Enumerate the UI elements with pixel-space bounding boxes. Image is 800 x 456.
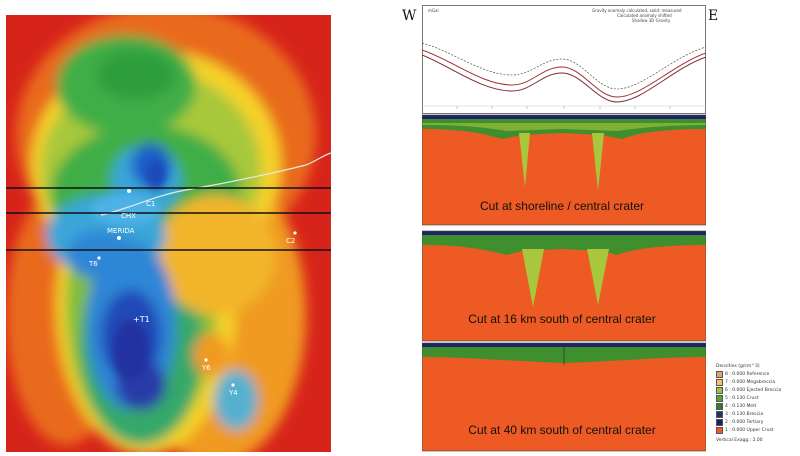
map-label-y6: Y6 (202, 364, 211, 372)
legend-entry: 4 : 0.130 Melt (716, 402, 756, 410)
gravity-anomaly-map: C1 CHX MERIDA T6 +T1 Y6 Y4 C2 (6, 5, 332, 456)
legend-swatch (716, 418, 723, 426)
east-label: E (708, 8, 719, 24)
map-label-chicxulub: CHX (121, 212, 136, 220)
legend-entry: 7 : 0.000 Megabreccia (716, 378, 775, 386)
y6-marker (204, 358, 208, 362)
cut-caption-3: Cut at 40 km south of central crater (468, 423, 656, 437)
profile-svg (421, 5, 707, 452)
legend-swatch (716, 426, 723, 434)
legend-swatch (716, 410, 723, 418)
legend-title: Densities (g/cm^3) (716, 364, 760, 369)
map-image (6, 5, 332, 456)
gravity-legend-3: Shallow 3D Gravity (632, 18, 671, 23)
legend-swatch (716, 370, 723, 378)
legend-entry: 8 : 0.000 Reference (716, 370, 769, 378)
legend-entry: 1 : 0.000 Upper Crust (716, 426, 774, 434)
legend-entry: 3 : 0.130 Breccia (716, 410, 763, 418)
crater-center-marker (127, 189, 131, 193)
map-label-c1: C1 (146, 200, 156, 208)
cut-caption-1: Cut at shoreline / central crater (479, 199, 645, 213)
gravity-legend-2: Calculated anomaly shifted (617, 13, 672, 18)
density-legend: Densities (g/cm^3) 8 : 0.000 Reference 7… (716, 364, 800, 452)
map-label-c2: C2 (286, 237, 296, 245)
gravity-panel (422, 5, 706, 114)
merida-marker (117, 236, 121, 240)
map-label-merida: MERIDA (107, 227, 135, 235)
profile-figure: mGal Gravity anomaly calculated, solid: … (421, 5, 707, 452)
east-marker (293, 231, 297, 235)
cross-section-1 (421, 114, 707, 226)
legend-entry: 5 : 0.130 Crust (716, 394, 759, 402)
legend-swatch (716, 402, 723, 410)
t6-marker (97, 256, 101, 260)
west-label: W (402, 8, 417, 24)
legend-footer: Vertical Exagg.: 2.00 (716, 438, 763, 443)
cut-caption-2: Cut at 16 km south of central crater (468, 312, 656, 326)
map-label-t1: +T1 (133, 315, 150, 324)
y4-marker (231, 383, 235, 387)
gravity-curve-measured (421, 49, 707, 98)
gravity-legend-1: Gravity anomaly calculated, solid: measu… (592, 8, 682, 13)
legend-swatch (716, 386, 723, 394)
legend-entry: 6 : 0.000 Ejected Breccia (716, 386, 781, 394)
legend-swatch (716, 378, 723, 386)
gravity-axis-unit: mGal (428, 8, 439, 13)
legend-swatch (716, 394, 723, 402)
cross-section-2 (421, 230, 707, 342)
map-label-t6: T6 (89, 260, 98, 268)
gravity-curve-calculated (421, 54, 707, 103)
cross-section-3 (421, 342, 707, 452)
map-label-y4: Y4 (229, 389, 238, 397)
legend-entry: 2 : 0.000 Tertiary (716, 418, 763, 426)
